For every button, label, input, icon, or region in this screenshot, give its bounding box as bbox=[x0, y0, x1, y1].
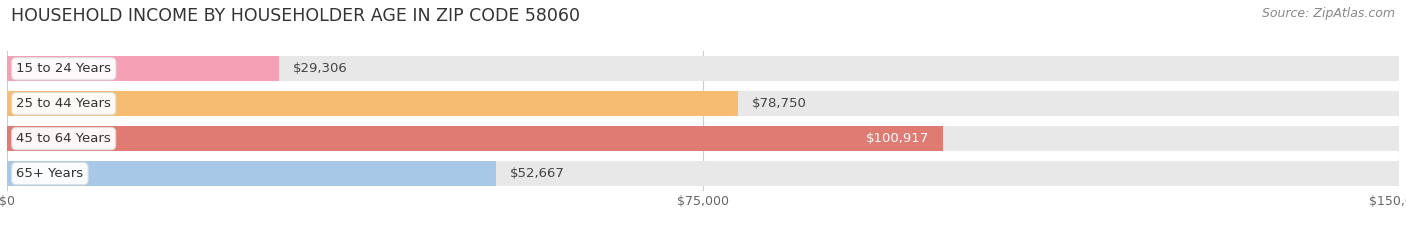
Bar bbox=[7, 161, 496, 186]
Text: $29,306: $29,306 bbox=[292, 62, 347, 75]
Bar bbox=[7, 91, 1399, 116]
Text: $52,667: $52,667 bbox=[510, 167, 565, 180]
Text: 45 to 64 Years: 45 to 64 Years bbox=[17, 132, 111, 145]
Bar bbox=[7, 161, 1399, 186]
Bar bbox=[7, 56, 1399, 81]
Text: 15 to 24 Years: 15 to 24 Years bbox=[17, 62, 111, 75]
Text: $78,750: $78,750 bbox=[752, 97, 807, 110]
Bar bbox=[7, 56, 278, 81]
Text: $100,917: $100,917 bbox=[866, 132, 929, 145]
Bar bbox=[7, 126, 943, 151]
Text: 65+ Years: 65+ Years bbox=[17, 167, 83, 180]
Text: 25 to 44 Years: 25 to 44 Years bbox=[17, 97, 111, 110]
Text: Source: ZipAtlas.com: Source: ZipAtlas.com bbox=[1261, 7, 1395, 20]
Bar bbox=[7, 91, 738, 116]
Text: HOUSEHOLD INCOME BY HOUSEHOLDER AGE IN ZIP CODE 58060: HOUSEHOLD INCOME BY HOUSEHOLDER AGE IN Z… bbox=[11, 7, 581, 25]
Bar bbox=[7, 126, 1399, 151]
